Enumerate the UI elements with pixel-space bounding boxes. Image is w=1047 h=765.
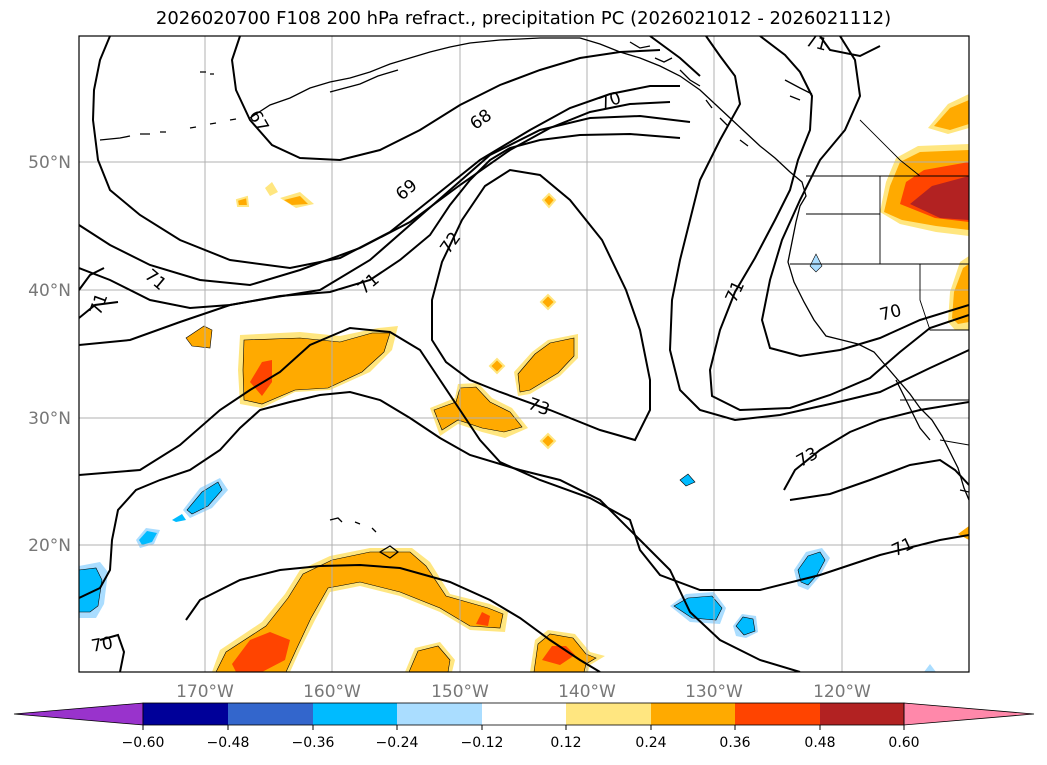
contour-label: 71 <box>803 31 829 56</box>
precip-area <box>488 357 506 375</box>
lon-label: 160°W <box>303 682 361 702</box>
lon-label: 130°W <box>685 682 743 702</box>
contour-label: 70 <box>90 633 115 656</box>
lat-label: 20°N <box>28 536 71 556</box>
precip-area <box>408 645 451 672</box>
precip-positive-shading <box>185 94 969 672</box>
colorbar-segment <box>228 703 313 725</box>
precip-area <box>517 337 575 393</box>
colorbar-segment <box>313 703 397 725</box>
lon-label: 140°W <box>558 682 616 702</box>
map-title: 2026020700 F108 200 hPa refract., precip… <box>155 8 892 29</box>
precip-area <box>934 100 969 130</box>
colorbar-segment <box>735 703 820 725</box>
precip-area <box>797 551 826 586</box>
precip-area <box>476 612 490 626</box>
precip-area <box>139 531 157 545</box>
colorbar-segment <box>820 703 904 725</box>
lon-label: 120°W <box>813 682 871 702</box>
colorbar-tick-label: 0.12 <box>550 735 581 751</box>
colorbar-segment <box>143 703 228 725</box>
colorbar-extend-right <box>903 702 1035 726</box>
precip-area <box>172 514 186 522</box>
precip-area <box>242 332 391 405</box>
colorbar-ticks <box>142 725 905 730</box>
colorbar-tick-label: 0.60 <box>888 735 919 751</box>
precip-area <box>235 195 250 207</box>
coastlines <box>99 37 969 559</box>
precip-area <box>232 632 290 672</box>
precip-area <box>541 192 557 209</box>
map-frame <box>78 35 970 673</box>
precip-area <box>679 473 696 487</box>
colorbar: −0.60 −0.48 −0.36 −0.24 −0.12 0.12 0.24 … <box>13 702 1035 751</box>
colorbar-segment <box>482 703 566 725</box>
precip-area <box>433 386 523 433</box>
precip-area <box>924 664 936 672</box>
precip-area <box>958 526 969 540</box>
colorbar-segment <box>651 703 735 725</box>
colorbar-tick-label: 0.36 <box>719 735 750 751</box>
lat-label: 40°N <box>28 281 71 301</box>
colorbar-tick-label: 0.24 <box>635 735 666 751</box>
precip-area <box>79 567 103 613</box>
longitude-labels: 170°W 160°W 150°W 140°W 130°W 120°W <box>176 682 871 702</box>
precip-area <box>809 253 823 273</box>
lon-label: 170°W <box>176 682 234 702</box>
precip-area <box>284 196 308 205</box>
precip-area <box>539 293 557 311</box>
precip-area <box>265 182 278 196</box>
colorbar-tick-label: −0.12 <box>461 735 504 751</box>
latitude-labels: 50°N 40°N 30°N 20°N <box>28 153 71 556</box>
precip-area <box>539 432 557 450</box>
colorbar-tick-label: 0.48 <box>804 735 835 751</box>
precip-area <box>735 616 756 636</box>
refractivity-contours <box>79 36 969 672</box>
colorbar-tick-label: −0.60 <box>122 735 165 751</box>
lat-label: 30°N <box>28 409 71 429</box>
colorbar-tick-label: −0.36 <box>292 735 335 751</box>
colorbar-extend-left <box>13 702 144 726</box>
colorbar-tick-label: −0.48 <box>207 735 250 751</box>
colorbar-tick-label: −0.24 <box>376 735 419 751</box>
political-borders <box>790 119 969 446</box>
lon-label: 150°W <box>431 682 489 702</box>
colorbar-segment <box>397 703 482 725</box>
precip-area <box>910 176 969 220</box>
map-area: 71 70 68 67 69 72 71 73 71 70 73 71 70 7… <box>79 31 969 672</box>
colorbar-segment <box>566 703 651 725</box>
lat-label: 50°N <box>28 153 71 173</box>
